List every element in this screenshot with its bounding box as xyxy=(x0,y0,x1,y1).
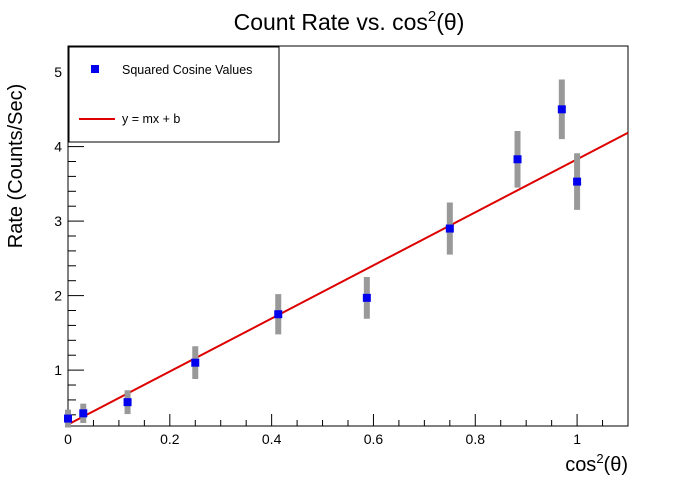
data-point xyxy=(362,293,371,302)
y-tick-label: 5 xyxy=(54,64,62,80)
chart-title-main: Count Rate vs. cos xyxy=(234,9,428,35)
data-point xyxy=(557,105,566,114)
data-point xyxy=(513,155,522,164)
x-axis-label-suffix: (θ) xyxy=(604,454,628,476)
x-axis-label-sup: 2 xyxy=(596,451,603,466)
y-axis-label: Rate (Counts/Sec) xyxy=(5,84,27,249)
legend-label-squared-cosine: Squared Cosine Values xyxy=(122,63,252,77)
x-tick-label: 1 xyxy=(573,431,581,447)
legend-box xyxy=(68,46,280,143)
data-point xyxy=(191,358,200,367)
x-tick-label: 0.2 xyxy=(160,431,180,447)
x-tick-label: 0.4 xyxy=(262,431,282,447)
y-tick-label: 2 xyxy=(54,288,62,304)
chart-title-suffix: (θ) xyxy=(436,9,464,35)
x-tick-label: 0.6 xyxy=(364,431,384,447)
data-point xyxy=(79,409,88,418)
x-axis-label: cos2(θ) xyxy=(565,451,628,476)
y-tick-label: 1 xyxy=(54,362,62,378)
chart-title-sup: 2 xyxy=(428,8,436,25)
legend: Squared Cosine Values y = mx + b xyxy=(68,46,280,143)
y-tick-label: 4 xyxy=(54,139,62,155)
data-point xyxy=(445,224,454,233)
x-axis-label-main: cos xyxy=(565,454,596,476)
fit-line xyxy=(67,131,629,426)
x-tick-label: 0 xyxy=(64,431,72,447)
data-point xyxy=(123,398,132,407)
legend-label-fit-line: y = mx + b xyxy=(122,112,180,126)
data-point xyxy=(573,177,582,186)
chart-title: Count Rate vs. cos2(θ) xyxy=(234,8,465,35)
x-tick-label: 0.8 xyxy=(466,431,486,447)
data-point xyxy=(274,310,283,319)
data-point xyxy=(64,414,72,423)
data-layer xyxy=(64,79,629,428)
legend-marker-squared-cosine xyxy=(91,65,99,73)
y-tick-label: 3 xyxy=(54,213,62,229)
